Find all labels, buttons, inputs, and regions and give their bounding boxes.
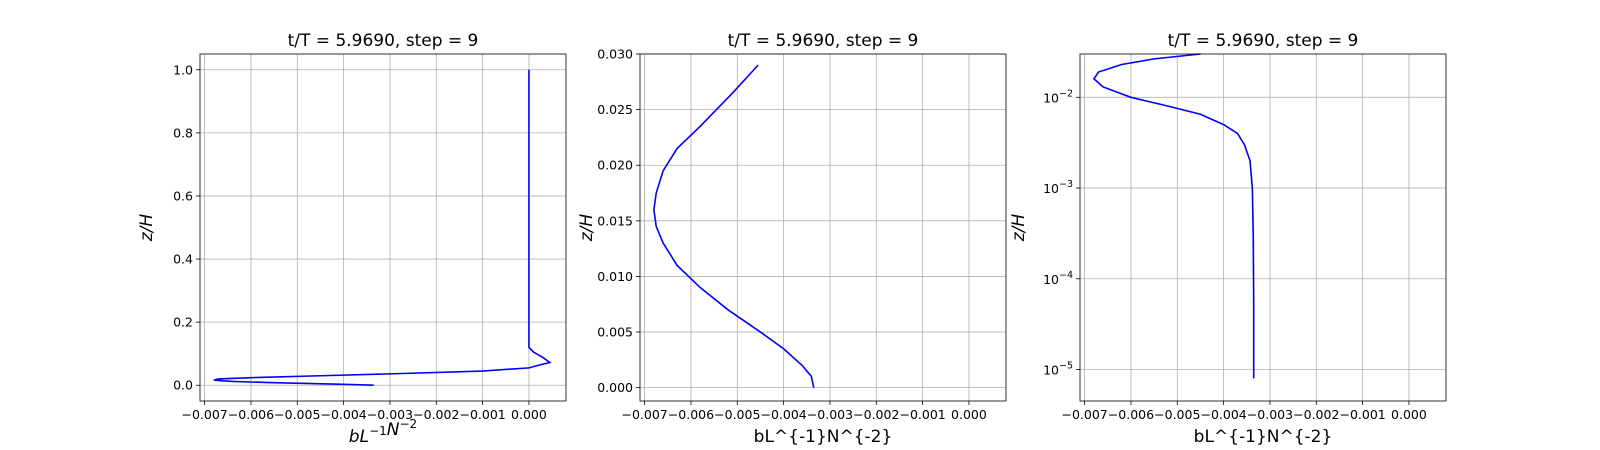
x-tick-label: −0.006: [228, 407, 274, 422]
x-tick-label: −0.007: [622, 407, 668, 422]
x-tick-label: −0.003: [807, 407, 853, 422]
plot-frame: [199, 53, 567, 402]
y-tick-label: 0.030: [597, 47, 633, 62]
x-tick-label: −0.005: [714, 407, 760, 422]
series-line: [1092, 53, 1255, 379]
y-tick-label: 0.025: [597, 102, 633, 117]
chart-title: t/T = 5.9690, step = 9: [728, 31, 919, 51]
y-tick-label: 0.010: [597, 269, 633, 284]
x-tick-label: −0.007: [1062, 407, 1108, 422]
x-tick-label: −0.006: [1108, 407, 1154, 422]
y-tick-label: 0.2: [173, 315, 193, 330]
x-tick-label: 0.000: [511, 407, 547, 422]
y-tick-label: 10−4: [1043, 270, 1073, 287]
y-tick-label: 0.0: [173, 378, 193, 393]
plot-frame: [639, 53, 1007, 402]
plot-frame: [1079, 53, 1447, 402]
y-tick-label: 0.8: [173, 125, 193, 140]
x-tick-label: −0.002: [413, 407, 459, 422]
y-tick-label: 0.005: [597, 325, 633, 340]
chart-panel-3: −0.007 −0.006 −0.005 −0.004 −0.003 −0.002 −0.0…: [1009, 31, 1447, 447]
x-tick-label: −0.005: [1154, 407, 1200, 422]
x-tick-label: −0.003: [367, 407, 413, 422]
y-tick-label: 0.4: [173, 252, 193, 267]
x-tick-label: −0.002: [853, 407, 899, 422]
series-line: [213, 69, 552, 387]
y-tick-label: 0.6: [173, 188, 193, 203]
x-tick-label: 0.000: [951, 407, 987, 422]
x-tick-label: −0.001: [459, 407, 505, 422]
x-tick-label: −0.004: [320, 407, 366, 422]
y-tick-label: 10−2: [1043, 88, 1073, 105]
y-tick-label: 10−5: [1043, 361, 1073, 378]
x-tick-label: −0.004: [1200, 407, 1246, 422]
y-tick-label: 0.000: [597, 380, 633, 395]
y-tick-label: 1.0: [173, 62, 193, 77]
x-tick-label: −0.003: [1247, 407, 1293, 422]
x-tick-label: −0.001: [1339, 407, 1385, 422]
chart-title: t/T = 5.9690, step = 9: [288, 31, 479, 51]
x-tick-label: −0.001: [899, 407, 945, 422]
chart-panel-1: −0.007 −0.006 −0.005 −0.004 −0.003 −0.002 −0.0…: [137, 31, 567, 447]
x-axis-label: bL−1N−2: [349, 417, 417, 447]
series-line: [653, 64, 815, 388]
x-tick-label: −0.007: [182, 407, 228, 422]
y-tick-label: 10−3: [1043, 179, 1073, 196]
chart-panel-2: −0.007 −0.006 −0.005 −0.004 −0.003 −0.002 −0.0…: [577, 31, 1007, 447]
y-axis-label: z/H: [137, 214, 157, 243]
y-axis-label: z/H: [577, 214, 597, 243]
chart-title: t/T = 5.9690, step = 9: [1168, 31, 1359, 51]
x-tick-label: −0.006: [668, 407, 714, 422]
x-tick-label: −0.005: [274, 407, 320, 422]
x-axis-label: bL^{-1}N^{-2}: [1194, 427, 1333, 447]
y-tick-label: 0.020: [597, 158, 633, 173]
x-tick-label: −0.004: [760, 407, 806, 422]
x-tick-label: 0.000: [1391, 407, 1427, 422]
y-tick-label: 0.015: [597, 213, 633, 228]
x-axis-label: bL^{-1}N^{-2}: [754, 427, 893, 447]
x-tick-label: −0.002: [1293, 407, 1339, 422]
y-axis-label: z/H: [1009, 214, 1029, 243]
